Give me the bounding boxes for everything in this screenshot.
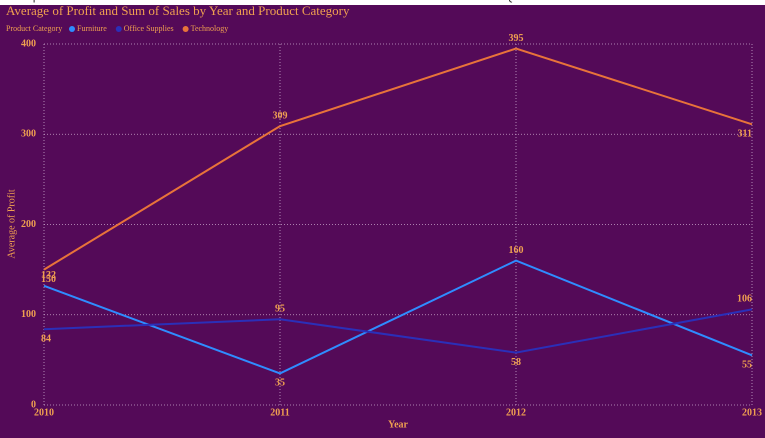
legend-marker (182, 26, 189, 32)
y-tick-label: 300 (21, 129, 36, 140)
ribbon-label: Data (280, 0, 303, 3)
data-label: 309 (273, 110, 288, 121)
legend-marker (115, 26, 122, 32)
ribbon-label: Queries (505, 0, 544, 3)
data-label: 132 (41, 270, 56, 281)
data-label: 160 (509, 245, 524, 256)
data-label: 395 (509, 33, 524, 44)
series-line (43, 47, 753, 271)
data-label: 84 (41, 333, 51, 344)
data-label: 311 (738, 129, 752, 140)
y-tick-label: 200 (21, 219, 36, 230)
y-axis-label: Average of Profit (6, 189, 17, 258)
data-label: 106 (737, 294, 752, 305)
legend-marker (69, 26, 75, 32)
data-label: 95 (275, 304, 285, 315)
legend-label: Furniture (77, 24, 107, 33)
data-label: 150 (41, 274, 56, 285)
y-tick-label: 0 (31, 399, 36, 410)
x-tick-label: 2012 (506, 407, 526, 418)
chart-title: Average of Profit and Sum of Sales by Ye… (6, 3, 350, 18)
data-label: 55 (742, 360, 752, 371)
x-tick-label: 2013 (742, 407, 762, 418)
legend-label: Office Supplies (124, 24, 174, 33)
x-axis-label: Year (388, 419, 409, 430)
ribbon: Clipboard Data Queries Insert (0, 0, 765, 5)
x-tick-label: 2011 (270, 407, 289, 418)
series-line (43, 259, 753, 375)
legend-title: Product Category (6, 24, 62, 33)
ribbon-label: Clipboard (20, 0, 67, 3)
data-label: 35 (275, 378, 285, 389)
x-tick-label: 2010 (34, 407, 54, 418)
series-line (43, 308, 753, 354)
data-label: 58 (511, 357, 521, 368)
y-tick-label: 100 (21, 309, 36, 320)
legend-label: Technology (191, 24, 229, 33)
ribbon-label: Insert (668, 0, 696, 3)
y-tick-label: 400 (21, 38, 36, 49)
